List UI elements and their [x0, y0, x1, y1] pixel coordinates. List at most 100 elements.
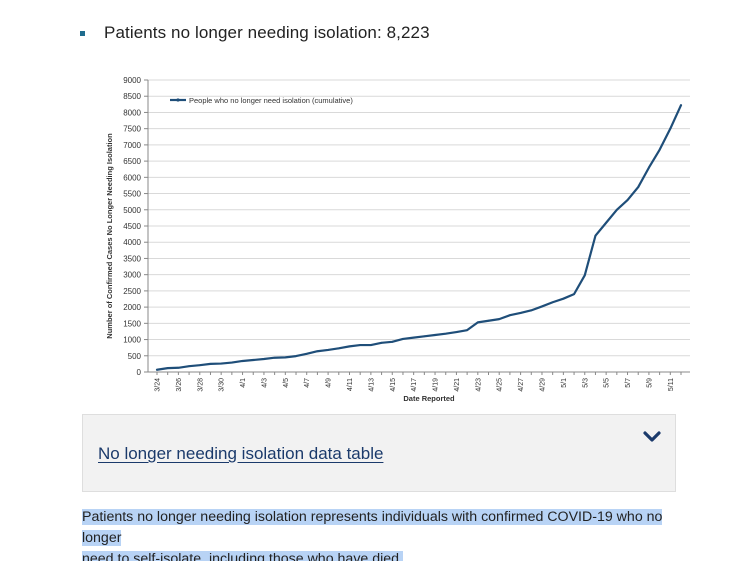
- y-tick-label: 8500: [123, 92, 141, 101]
- x-tick-label: 4/3: [261, 378, 268, 388]
- x-tick-label: 4/5: [283, 378, 290, 388]
- data-point: [444, 332, 447, 335]
- data-point: [402, 338, 404, 340]
- x-tick-label: 3/24: [155, 378, 162, 392]
- y-tick-label: 4500: [123, 222, 141, 231]
- y-tick-label: 3500: [123, 254, 141, 263]
- data-point: [498, 318, 501, 321]
- data-point: [166, 367, 169, 370]
- data-point: [423, 335, 426, 338]
- data-point: [220, 362, 223, 365]
- x-tick-label: 4/7: [304, 378, 311, 388]
- y-tick-label: 5000: [123, 206, 141, 215]
- y-tick-label: 6500: [123, 157, 141, 166]
- data-point: [337, 347, 340, 350]
- data-point: [680, 104, 682, 107]
- data-point: [658, 148, 661, 151]
- data-table-accordion[interactable]: No longer needing isolation data table: [82, 414, 676, 492]
- y-tick-label: 1500: [123, 319, 141, 328]
- x-tick-label: 3/30: [219, 378, 226, 392]
- data-point: [391, 340, 394, 343]
- data-point: [369, 344, 372, 346]
- data-point: [508, 314, 511, 317]
- description-note: Patients no longer needing isolation rep…: [82, 507, 692, 561]
- data-point: [412, 336, 415, 339]
- x-tick-label: 4/19: [433, 378, 440, 392]
- x-tick-label: 5/1: [561, 378, 568, 388]
- data-point: [316, 350, 319, 353]
- chevron-down-icon[interactable]: [643, 430, 661, 444]
- data-point: [295, 355, 297, 358]
- data-point: [519, 312, 522, 314]
- y-axis-title: Number of Confirmed Cases No Longer Need…: [105, 133, 114, 339]
- data-point: [188, 365, 190, 368]
- x-tick-label: 4/21: [454, 378, 461, 392]
- data-point: [541, 305, 543, 308]
- data-point: [487, 319, 490, 322]
- y-tick-label: 0: [137, 368, 142, 377]
- y-tick-label: 7000: [123, 141, 141, 150]
- y-tick-label: 500: [128, 352, 142, 361]
- data-point: [605, 221, 608, 224]
- x-tick-label: 4/1: [240, 378, 247, 388]
- data-point: [252, 359, 255, 361]
- x-tick-label: 5/5: [604, 378, 611, 388]
- data-point: [530, 309, 533, 312]
- note-line-2: need to self-isolate, including those wh…: [82, 551, 404, 561]
- data-point: [209, 362, 212, 365]
- data-point: [359, 344, 362, 346]
- x-tick-label: 4/29: [539, 378, 546, 392]
- data-point: [241, 360, 244, 362]
- data-point: [573, 293, 575, 296]
- data-point: [380, 341, 383, 344]
- x-tick-label: 4/25: [497, 378, 504, 392]
- chart-svg: 0 500 1000 1500 2000 2500 3000 3500 4000 4500 5000…: [105, 76, 690, 403]
- y-tick-label: 2000: [123, 303, 141, 312]
- y-tick-label: 9000: [123, 76, 141, 85]
- data-point: [455, 331, 458, 333]
- data-point: [594, 234, 597, 237]
- bullet-square-icon: [80, 31, 85, 36]
- legend-marker: [176, 98, 180, 102]
- data-point: [648, 166, 650, 169]
- data-point: [327, 349, 330, 351]
- headline-row: Patients no longer needing isolation: 8,…: [80, 20, 430, 46]
- x-tick-label: 5/9: [646, 378, 653, 388]
- data-point: [348, 345, 351, 348]
- data-point: [626, 199, 629, 201]
- data-point: [230, 361, 233, 364]
- data-point: [273, 356, 276, 359]
- y-tick-label: 5500: [123, 190, 141, 199]
- data-point: [177, 366, 180, 369]
- data-point: [562, 297, 565, 300]
- x-tick-label: 4/17: [411, 378, 418, 392]
- series-line: [155, 104, 683, 371]
- x-tick-label: 4/15: [390, 378, 397, 392]
- x-tick-label: 4/11: [347, 378, 354, 391]
- y-tick-label: 8000: [123, 108, 141, 117]
- x-tick-label: 4/13: [368, 378, 375, 392]
- data-point: [263, 358, 265, 360]
- data-point: [156, 368, 158, 371]
- data-point: [615, 208, 618, 211]
- data-point: [551, 301, 554, 304]
- data-point: [466, 329, 469, 332]
- data-point: [434, 334, 436, 336]
- x-tick-label: 5/11: [668, 378, 675, 391]
- data-point: [198, 364, 201, 367]
- y-tick-label: 6000: [123, 173, 141, 182]
- y-tick-label: 7500: [123, 125, 141, 134]
- y-tick-label: 4000: [123, 238, 141, 247]
- y-tick-label: 2500: [123, 287, 141, 296]
- data-table-link[interactable]: No longer needing isolation data table: [98, 444, 384, 463]
- data-point: [669, 127, 672, 130]
- x-tick-label: 3/26: [176, 378, 183, 392]
- data-point: [476, 321, 479, 324]
- data-point: [305, 352, 308, 355]
- data-point: [583, 274, 586, 277]
- note-line-1: Patients no longer needing isolation rep…: [82, 509, 663, 546]
- line-chart: 0 500 1000 1500 2000 2500 3000 3500 4000 4500 5000…: [100, 72, 700, 408]
- x-tick-label: 5/7: [625, 378, 632, 388]
- x-axis-title: Date Reported: [403, 394, 455, 403]
